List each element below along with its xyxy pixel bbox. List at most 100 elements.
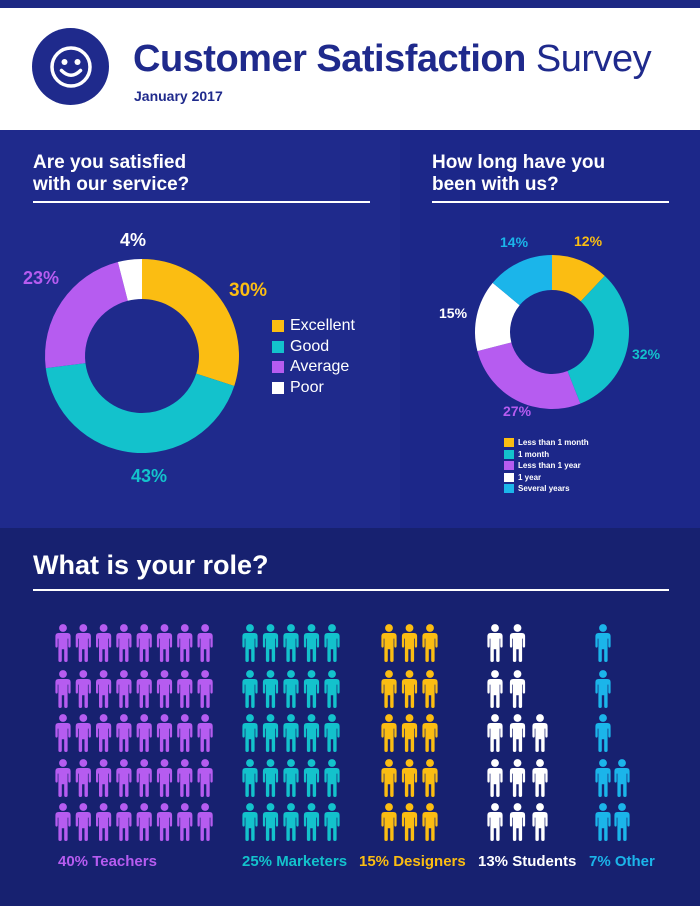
person-icon-designers	[401, 670, 418, 708]
person-icon-marketers	[262, 759, 279, 797]
person-icon-marketers	[283, 803, 299, 841]
legend-label: Average	[290, 358, 350, 376]
person-icon-teachers	[136, 624, 152, 662]
legend-swatch	[504, 484, 514, 494]
legend-item-excellent: Excellent	[272, 316, 355, 337]
person-icon-students	[487, 803, 503, 841]
person-icon-other	[595, 670, 611, 708]
person-icon-marketers	[324, 670, 340, 708]
person-icon-designers	[401, 803, 418, 841]
person-icon-teachers	[116, 803, 132, 841]
person-icon-marketers	[242, 670, 258, 708]
person-icon-students	[487, 624, 503, 662]
person-icon-teachers	[197, 714, 213, 752]
person-icon-students	[487, 759, 503, 797]
person-icon-marketers	[303, 714, 320, 752]
person-icon-designers	[401, 624, 418, 662]
person-icon-teachers	[75, 714, 91, 752]
person-icon-teachers	[156, 714, 173, 752]
legend-label: Poor	[290, 378, 324, 396]
legend-swatch	[504, 461, 514, 471]
person-icon-marketers	[262, 803, 279, 841]
person-icon-marketers	[303, 803, 320, 841]
satisfaction-slice-average	[45, 262, 128, 369]
person-icon-marketers	[262, 624, 279, 662]
person-icon-marketers	[242, 624, 258, 662]
role-pictograph-chart	[55, 624, 630, 841]
top-bar	[0, 0, 700, 8]
tenure-slice-less-than-1-month	[552, 255, 605, 302]
tenure-slice-1-year	[475, 282, 520, 352]
person-icon-marketers	[324, 759, 340, 797]
tenure-slice-1-month	[567, 275, 629, 404]
person-icon-teachers	[96, 759, 112, 797]
person-icon-teachers	[55, 670, 71, 708]
satisfaction-question: Are you satisfied with our service?	[33, 152, 189, 196]
legend-item-less-than-1-month: Less than 1 month	[504, 437, 589, 449]
header: Customer Satisfaction Survey January 201…	[0, 8, 700, 130]
person-icon-teachers	[197, 624, 213, 662]
person-icon-marketers	[283, 759, 299, 797]
tenure-donut-chart	[475, 255, 629, 409]
satisfaction-slice-excellent	[142, 259, 240, 386]
legend-swatch	[272, 381, 284, 394]
role-divider	[33, 589, 669, 591]
person-icon-designers	[422, 624, 438, 662]
person-icon-students	[509, 803, 526, 841]
person-icon-teachers	[96, 714, 112, 752]
person-icon-marketers	[303, 670, 320, 708]
question-line-1: Are you satisfied	[33, 152, 187, 173]
legend-swatch	[504, 472, 514, 482]
title-light: Survey	[535, 38, 652, 80]
legend-swatch	[272, 361, 284, 374]
person-icon-teachers	[55, 714, 71, 752]
satisfaction-divider	[33, 201, 370, 203]
person-icon-designers	[381, 759, 397, 797]
person-icon-teachers	[96, 803, 112, 841]
person-icon-other	[595, 624, 611, 662]
legend-label: Several years	[518, 484, 570, 494]
legend-swatch	[272, 320, 284, 333]
person-icon-teachers	[136, 670, 152, 708]
smiley-face-icon	[32, 28, 109, 105]
person-icon-teachers	[177, 803, 193, 841]
satisfaction-label-poor: 4%	[120, 230, 147, 250]
satisfaction-label-good: 43%	[131, 466, 168, 486]
tenure-slice-less-than-1-year	[477, 342, 581, 409]
person-icon-students	[532, 803, 548, 841]
person-icon-teachers	[136, 714, 152, 752]
person-icon-teachers	[197, 670, 213, 708]
person-icon-students	[487, 670, 503, 708]
person-icon-other	[595, 759, 611, 797]
person-icon-marketers	[262, 714, 279, 752]
person-icon-designers	[381, 624, 397, 662]
legend-label: Good	[290, 337, 330, 355]
legend-item-average: Average	[272, 357, 355, 378]
satisfaction-legend: Excellent Good Average Poor	[272, 316, 355, 398]
page-title: Customer Satisfaction Survey	[133, 38, 652, 81]
person-icon-designers	[381, 714, 397, 752]
role-label-designers: 15% Designers	[359, 853, 466, 870]
legend-label: Excellent	[290, 317, 355, 335]
person-icon-designers	[381, 670, 397, 708]
person-icon-teachers	[177, 759, 193, 797]
person-icon-teachers	[177, 714, 193, 752]
person-icon-marketers	[324, 803, 340, 841]
legend-item-1-month: 1 month	[504, 449, 589, 461]
tenure-label-1-year: 15%	[439, 305, 468, 321]
legend-item-several-years: Several years	[504, 483, 589, 495]
person-icon-designers	[422, 714, 438, 752]
person-icon-designers	[401, 759, 418, 797]
role-label-students: 13% Students	[478, 853, 577, 870]
person-icon-teachers	[55, 759, 71, 797]
person-icon-designers	[401, 714, 418, 752]
question-line-1: How long have you	[432, 152, 606, 173]
person-icon-students	[487, 714, 503, 752]
person-icon-teachers	[177, 670, 193, 708]
person-icon-teachers	[75, 670, 91, 708]
person-icon-students	[532, 714, 548, 752]
person-icon-marketers	[242, 803, 258, 841]
tenure-legend: Less than 1 month 1 month Less than 1 ye…	[504, 437, 589, 495]
legend-label: 1 month	[518, 449, 550, 459]
person-icon-marketers	[303, 759, 320, 797]
